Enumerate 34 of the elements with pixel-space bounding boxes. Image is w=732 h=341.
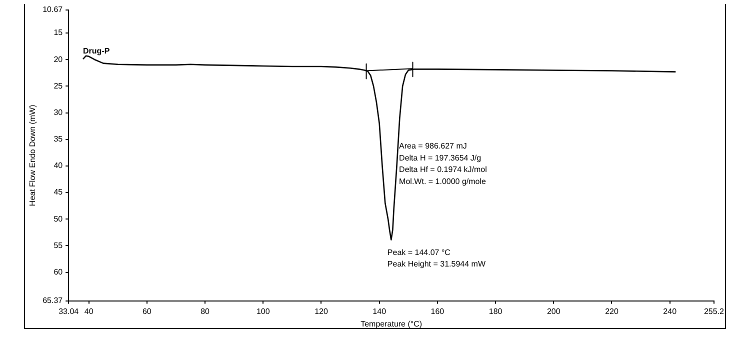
annotation: Peak Height = 31.5944 mW (387, 260, 486, 269)
y-tick-label: 20 (54, 54, 64, 64)
y-tick-label: 50 (54, 214, 64, 224)
annotation: Peak = 144.07 °C (387, 248, 451, 258)
annotation: Area = 986.627 mJ (399, 142, 467, 151)
y-tick-label: 65.37 (42, 296, 64, 306)
x-tick-label: 80 (200, 306, 210, 316)
x-tick-label: 100 (256, 306, 270, 316)
y-tick-label: 55 (54, 240, 64, 250)
y-tick-label: 10.67 (42, 5, 64, 14)
x-tick-label: 60 (142, 306, 152, 316)
x-tick-label: 140 (372, 306, 387, 316)
series-label: Drug-P (83, 46, 110, 56)
x-tick-label: 160 (430, 306, 445, 316)
x-tick-label: 200 (546, 306, 561, 316)
y-tick-label: 60 (54, 267, 64, 276)
x-tick-label: 240 (663, 306, 678, 316)
x-tick-label: 40 (84, 306, 94, 316)
y-tick-label: 40 (54, 161, 64, 170)
y-axis-title: Heat Flow Endo Down (mW) (28, 104, 38, 206)
x-tick-label: 255.2 (704, 306, 725, 316)
y-tick-label: 25 (54, 81, 64, 90)
y-tick-label: 35 (54, 134, 64, 144)
x-tick-label: 180 (488, 306, 503, 316)
x-axis-title: Temperature (°C) (360, 319, 422, 328)
x-tick-label: 220 (605, 306, 619, 316)
y-tick-label: 15 (54, 28, 64, 38)
annotation: Delta Hf = 0.1974 kJ/mol (399, 165, 488, 174)
y-tick-label: 45 (54, 188, 64, 197)
x-tick-label: 33.04 (58, 306, 80, 316)
annotation: Mol.Wt. = 1.0000 g/mole (399, 176, 487, 186)
y-tick-label: 30 (54, 108, 64, 117)
x-tick-label: 120 (314, 306, 328, 316)
annotation: Delta H = 197.3654 J/g (399, 154, 482, 163)
